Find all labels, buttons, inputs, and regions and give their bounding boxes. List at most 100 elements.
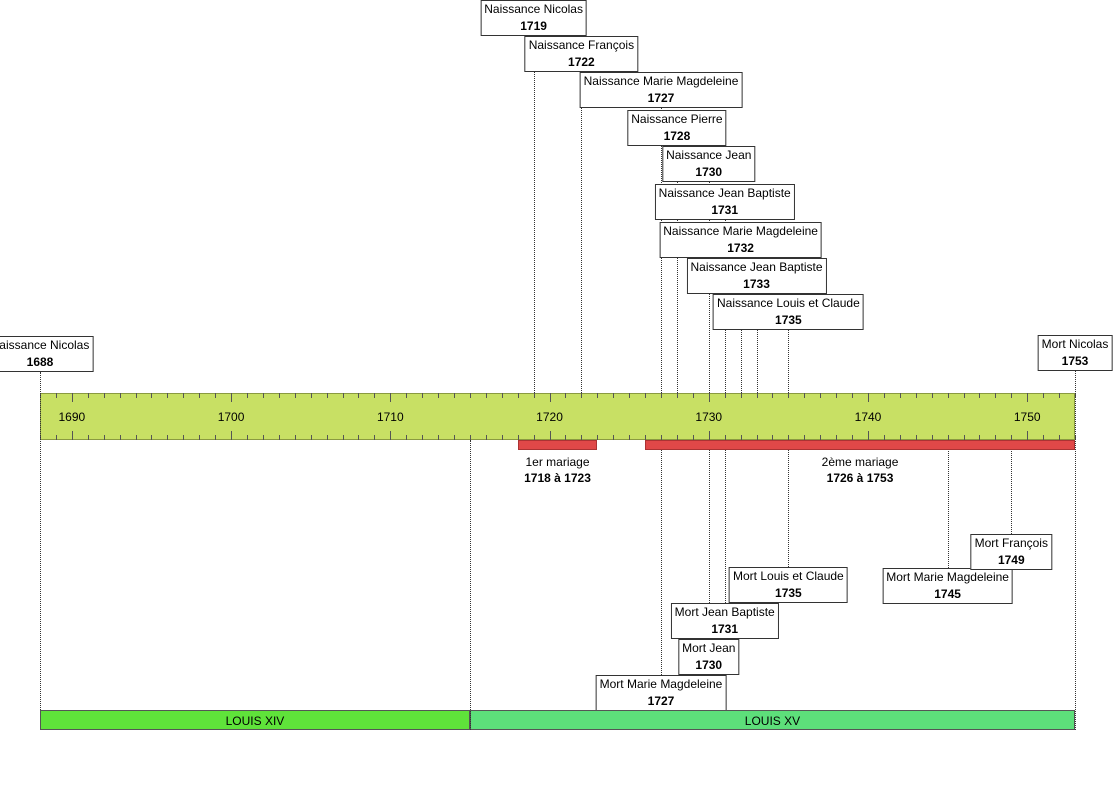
event-label: Naissance Jean (666, 148, 752, 162)
event-label: Naissance Marie Magdeleine (663, 224, 818, 238)
minor-tick (931, 393, 933, 398)
event-label: Naissance Jean Baptiste (690, 260, 823, 274)
minor-tick (87, 393, 89, 398)
event-label: Mort Jean Baptiste (674, 605, 775, 619)
minor-tick (422, 435, 424, 440)
minor-tick (199, 435, 201, 440)
minor-tick (1043, 435, 1045, 440)
event-year: 1731 (711, 622, 739, 636)
event-year: 1719 (520, 19, 547, 33)
tick-label: 1740 (854, 410, 882, 424)
bound-box: Naissance Nicolas 1688 (0, 336, 94, 372)
event-box: Naissance Jean 1730 (662, 146, 756, 182)
minor-tick (613, 435, 615, 440)
minor-tick (565, 435, 567, 440)
event-label: Mort Jean (682, 641, 736, 655)
event-label: Naissance Louis et Claude (716, 296, 860, 310)
reign-bar: LOUIS XIV (40, 710, 470, 730)
minor-tick (501, 393, 503, 398)
minor-tick (358, 435, 360, 440)
major-tick (231, 431, 233, 440)
major-tick (390, 393, 392, 402)
minor-tick (167, 435, 169, 440)
minor-tick (342, 393, 344, 398)
minor-tick (438, 435, 440, 440)
minor-tick (676, 435, 678, 440)
minor-tick (247, 435, 248, 440)
minor-tick (469, 393, 471, 398)
event-year: 1745 (934, 587, 961, 601)
minor-tick (119, 393, 121, 398)
event-year: 1753 (1061, 354, 1089, 368)
minor-tick (517, 393, 519, 398)
major-tick (390, 431, 392, 440)
major-tick (868, 431, 869, 440)
minor-tick (454, 435, 455, 440)
event-year: 1730 (695, 165, 723, 179)
minor-tick (1043, 393, 1045, 398)
minor-tick (167, 393, 169, 398)
marriage-name: 1er mariage (525, 455, 590, 469)
event-label: Naissance Nicolas (0, 338, 90, 352)
event-box: Mort Jean Baptiste 1731 (670, 603, 779, 639)
minor-tick (103, 435, 105, 440)
minor-tick (55, 435, 57, 440)
event-line (788, 330, 790, 393)
minor-tick (469, 435, 471, 440)
minor-tick (995, 435, 997, 440)
minor-tick (629, 393, 631, 398)
event-line (676, 146, 678, 393)
minor-tick (422, 393, 424, 398)
marriage-name: 2ème mariage (821, 455, 899, 469)
tick-label: 1750 (1013, 410, 1041, 424)
major-tick (1027, 393, 1029, 402)
minor-tick (915, 393, 917, 398)
event-box: Naissance Pierre 1728 (627, 110, 727, 146)
event-label: Mort Marie Magdeleine (599, 677, 723, 691)
minor-tick (485, 393, 487, 398)
event-line (756, 294, 758, 393)
minor-tick (183, 435, 185, 440)
event-year: 1728 (663, 129, 691, 143)
minor-tick (883, 393, 885, 398)
event-box: Naissance Louis et Claude 1735 (712, 294, 864, 330)
minor-tick (581, 435, 583, 440)
minor-tick (310, 435, 312, 440)
event-box: Naissance Marie Magdeleine 1732 (659, 222, 822, 258)
event-line (533, 36, 535, 393)
minor-tick (135, 435, 137, 440)
minor-tick (87, 435, 89, 440)
minor-tick (836, 393, 838, 398)
minor-tick (374, 393, 376, 398)
minor-tick (995, 393, 997, 398)
minor-tick (597, 393, 599, 398)
minor-tick (645, 393, 647, 398)
minor-tick (963, 435, 965, 440)
minor-tick (724, 393, 726, 398)
minor-tick (342, 435, 344, 440)
minor-tick (326, 393, 328, 398)
minor-tick (645, 435, 647, 440)
minor-tick (1059, 393, 1061, 398)
time-axis (40, 393, 1075, 440)
event-year: 1733 (743, 277, 770, 291)
minor-tick (262, 435, 264, 440)
major-tick (71, 431, 73, 440)
event-label: Naissance Jean Baptiste (658, 186, 791, 200)
tick-label: 1710 (376, 410, 404, 424)
event-line (581, 72, 583, 393)
minor-tick (772, 393, 774, 398)
minor-tick (692, 435, 694, 440)
minor-tick (294, 393, 296, 398)
minor-tick (151, 393, 153, 398)
bound-line (1075, 371, 1076, 730)
minor-tick (55, 393, 57, 398)
event-box: Mort Jean 1730 (678, 639, 740, 675)
event-year: 1727 (647, 91, 675, 105)
minor-tick (183, 393, 185, 398)
minor-tick (310, 393, 312, 398)
minor-tick (963, 393, 965, 398)
minor-tick (979, 435, 981, 440)
minor-tick (215, 393, 217, 398)
event-label: Mort Marie Magdeleine (886, 570, 1009, 584)
